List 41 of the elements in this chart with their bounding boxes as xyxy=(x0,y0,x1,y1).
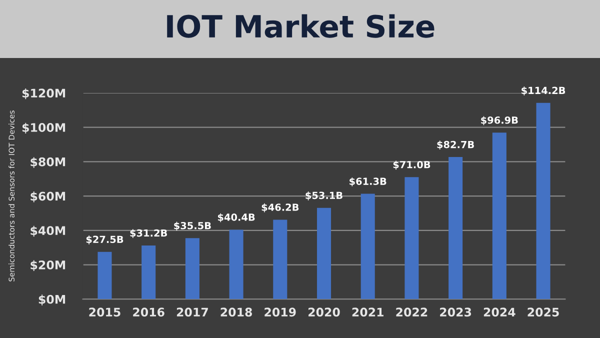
x-tick-label: 2020 xyxy=(308,308,340,317)
data-label: $31.2B xyxy=(130,229,167,238)
bar xyxy=(273,220,288,300)
y-tick-label: $40M xyxy=(30,226,66,237)
data-label: $40.4B xyxy=(218,213,255,222)
data-label: $61.3B xyxy=(350,177,386,186)
chart-title: IOT Market Size xyxy=(167,14,434,38)
data-label: $71.0B xyxy=(393,160,430,170)
bar xyxy=(185,238,200,300)
bar xyxy=(404,177,419,300)
data-label: $46.2B xyxy=(262,203,299,212)
y-tick-label: $0M xyxy=(38,294,66,306)
x-tick-label: 2018 xyxy=(220,308,252,317)
data-label: $27.5B xyxy=(86,236,124,244)
x-tick-label: 2016 xyxy=(133,308,164,317)
x-tick-label: 2024 xyxy=(484,308,516,317)
x-tick-label: 2019 xyxy=(264,308,296,317)
data-label: $53.1B xyxy=(306,192,342,200)
y-tick-label: $120M xyxy=(22,88,66,100)
bar xyxy=(142,246,156,300)
y-tick-label: $60M xyxy=(30,192,66,202)
bar xyxy=(360,194,375,300)
x-tick-label: 2023 xyxy=(440,308,472,317)
x-tick-label: 2015 xyxy=(89,308,120,317)
bar xyxy=(536,102,550,300)
bar xyxy=(316,208,332,300)
y-tick-label: $20M xyxy=(30,260,66,271)
bar xyxy=(229,230,244,300)
x-tick-label: 2025 xyxy=(528,308,559,317)
data-label: $82.7B xyxy=(437,140,474,150)
x-tick-label: 2017 xyxy=(176,308,208,317)
x-tick-label: 2022 xyxy=(396,308,428,317)
y-tick-label: $80M xyxy=(30,157,66,168)
data-label: $114.2B xyxy=(522,86,566,96)
bar xyxy=(492,132,506,300)
bar xyxy=(448,157,463,300)
y-tick-label: $100M xyxy=(22,122,66,134)
x-tick-label: 2021 xyxy=(352,308,384,317)
data-label: $35.5B xyxy=(174,222,211,231)
data-label: $96.9B xyxy=(481,116,518,126)
bar xyxy=(98,252,112,300)
